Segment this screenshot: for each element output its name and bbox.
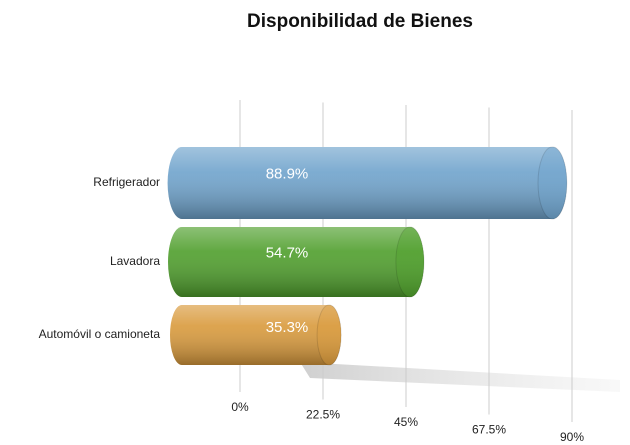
x-tick-label: 90% — [560, 430, 584, 444]
bar-cap-shade — [538, 147, 567, 219]
y-tick-label: Automóvil o camioneta — [39, 327, 161, 341]
value-label: 54.7% — [266, 245, 309, 262]
bar-shade — [167, 147, 567, 219]
bar-shade — [170, 305, 342, 365]
value-label: 35.3% — [266, 319, 309, 336]
y-tick-label: Refrigerador — [93, 175, 160, 189]
x-tick-label: 22.5% — [306, 408, 340, 422]
y-tick-label: Lavadora — [110, 254, 160, 268]
chart-title: Disponibilidad de Bienes — [247, 11, 473, 32]
x-tick-label: 45% — [394, 415, 418, 429]
bar-shade — [168, 227, 424, 297]
x-tick-label: 0% — [231, 400, 249, 414]
floor-shadow — [300, 362, 620, 392]
x-tick-label: 67.5% — [472, 423, 506, 437]
bar-cap-shade — [317, 305, 342, 365]
value-label: 88.9% — [266, 165, 309, 182]
bar-cap-shade — [395, 227, 424, 297]
